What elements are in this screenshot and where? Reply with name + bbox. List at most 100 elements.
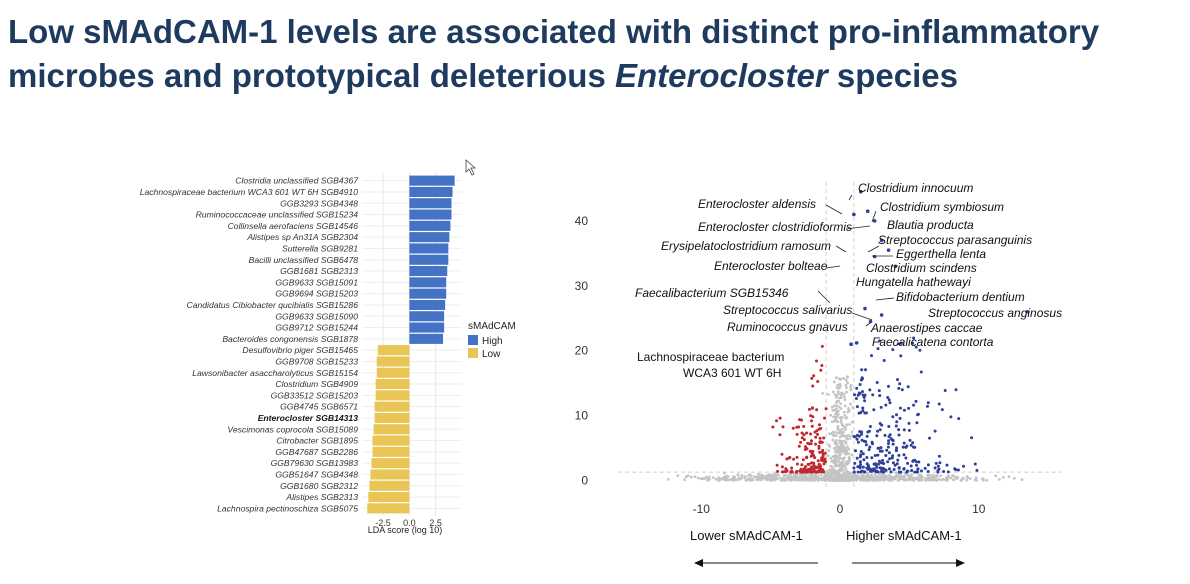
lda-category-label: GGB51647 SGB4348 (275, 469, 358, 479)
volcano-point (879, 405, 883, 409)
volcano-point (796, 478, 799, 482)
volcano-point (800, 431, 804, 435)
volcano-point (823, 416, 826, 420)
annotation-eggerthella-lenta: Eggerthella lenta (896, 247, 986, 261)
volcano-leader-line (848, 194, 853, 201)
volcano-point (865, 434, 869, 438)
volcano-point (774, 477, 778, 480)
volcano-highlighted-point (859, 189, 863, 194)
volcano-point (816, 432, 819, 436)
volcano-point (871, 467, 875, 471)
volcano-leader-line (835, 245, 847, 253)
volcano-point (957, 417, 961, 421)
volcano-point (837, 431, 841, 435)
lda-category-label: GGB9633 SGB15091 (275, 277, 358, 287)
volcano-point (937, 467, 941, 471)
volcano-point (850, 475, 854, 479)
lda-category-label: Enterocloster SGB14313 (258, 413, 359, 423)
volcano-point (876, 478, 880, 482)
volcano-point (937, 477, 941, 481)
volcano-point (852, 470, 856, 474)
lda-category-label: GGB1680 SGB2312 (280, 481, 358, 491)
volcano-point (829, 479, 832, 482)
volcano-point (764, 477, 768, 481)
volcano-point (981, 477, 985, 481)
volcano-point (882, 476, 886, 480)
volcano-point (802, 425, 806, 428)
volcano-point (854, 449, 857, 453)
volcano-point (795, 462, 799, 466)
volcano-point (882, 478, 886, 482)
volcano-point (851, 406, 855, 410)
volcano-point (827, 393, 830, 396)
volcano-point (761, 473, 764, 477)
volcano-point (857, 391, 861, 395)
lda-bar (409, 277, 447, 288)
volcano-point (750, 474, 753, 478)
volcano-point (913, 477, 917, 481)
volcano-point (956, 476, 960, 479)
volcano-point (798, 476, 802, 480)
volcano-point (825, 470, 829, 474)
volcano-point (838, 454, 841, 457)
volcano-point (789, 478, 793, 482)
annotation-enterocloster-aldensis: Enterocloster aldensis (698, 197, 816, 211)
volcano-point (893, 463, 897, 467)
volcano-point (843, 439, 846, 443)
volcano-point (879, 470, 883, 473)
volcano-point (844, 425, 847, 429)
volcano-point (897, 470, 901, 474)
lda-bar (409, 322, 445, 333)
volcano-point (852, 466, 856, 470)
volcano-point (847, 423, 851, 426)
volcano-point (810, 419, 813, 423)
volcano-point (847, 471, 850, 474)
volcano-point (816, 470, 820, 474)
volcano-point (911, 441, 915, 445)
volcano-point (916, 413, 920, 417)
volcano-point (866, 471, 870, 475)
volcano-point (714, 477, 718, 481)
annotation-faecalibacterium-sgb15346: Faecalibacterium SGB15346 (635, 286, 789, 300)
volcano-point (879, 476, 883, 480)
volcano-point (832, 380, 836, 384)
volcano-leader-line (867, 245, 880, 253)
lda-category-label: Lawsonibacter asaccharolyticus SGB15154 (192, 368, 358, 378)
volcano-point (795, 455, 799, 459)
lda-category-label: Lachnospiraceae bacterium WCA3 601 WT 6H… (140, 187, 359, 197)
volcano-point (770, 475, 774, 479)
volcano-y-tick-label: 10 (575, 409, 589, 423)
volcano-point (810, 376, 814, 380)
volcano-point (800, 463, 804, 467)
volcano-point (873, 454, 877, 457)
volcano-point (913, 470, 917, 474)
volcano-point (797, 425, 801, 429)
volcano-point (866, 464, 870, 467)
lda-x-ticks: -2.5 0.0 2.5 (375, 518, 442, 528)
volcano-point (926, 404, 929, 408)
lda-category-label: Desulfovibrio piger SGB15465 (242, 345, 358, 355)
volcano-point (937, 402, 941, 406)
lda-legend-swatch-high (468, 335, 478, 345)
volcano-point (818, 450, 822, 454)
volcano-point (812, 453, 816, 457)
lda-category-label: Bacilli unclassified SGB6478 (249, 255, 359, 265)
volcano-point (956, 468, 960, 472)
volcano-point (738, 477, 742, 481)
volcano-point (909, 443, 913, 447)
volcano-point (810, 461, 814, 465)
volcano-point (841, 457, 845, 461)
volcano-point (887, 384, 890, 388)
volcano-point (799, 440, 803, 444)
lda-category-label: Alistipes SGB2313 (285, 492, 358, 502)
volcano-point (902, 453, 906, 457)
volcano-point (864, 368, 867, 372)
volcano-point (757, 472, 760, 476)
volcano-point (740, 474, 744, 478)
volcano-highlighted-point (863, 306, 867, 311)
volcano-point (879, 461, 883, 465)
volcano-point (753, 475, 757, 479)
volcano-point (847, 407, 850, 410)
volcano-point (830, 405, 834, 409)
lda-x-tick-label: 2.5 (429, 518, 442, 528)
